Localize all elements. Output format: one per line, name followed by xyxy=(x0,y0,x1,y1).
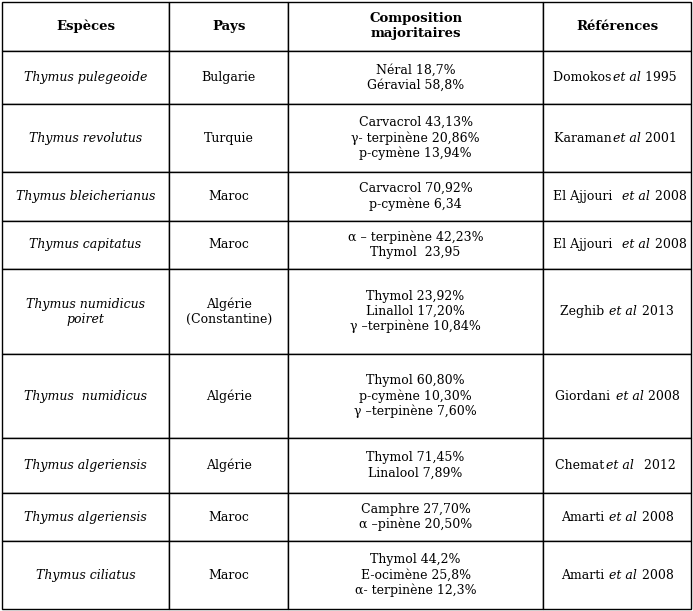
Text: Carvacrol 43,13%
γ- terpinène 20,86%
p-cymène 13,94%: Carvacrol 43,13% γ- terpinène 20,86% p-c… xyxy=(351,116,480,160)
Bar xyxy=(2,541,169,609)
Text: et al: et al xyxy=(606,459,634,472)
Bar xyxy=(288,354,543,438)
Bar xyxy=(288,438,543,492)
Text: et al: et al xyxy=(616,390,644,403)
Bar xyxy=(288,269,543,354)
Bar xyxy=(2,269,169,354)
Bar xyxy=(169,269,288,354)
Bar xyxy=(169,354,288,438)
Bar xyxy=(288,51,543,104)
Text: et al: et al xyxy=(609,305,638,318)
Text: Camphre 27,70%
α –pinène 20,50%: Camphre 27,70% α –pinène 20,50% xyxy=(359,503,472,532)
Bar xyxy=(169,221,288,269)
Bar xyxy=(2,104,169,172)
Text: El Ajjouri: El Ajjouri xyxy=(553,238,616,252)
Text: et al: et al xyxy=(613,71,640,84)
Text: Algérie
(Constantine): Algérie (Constantine) xyxy=(186,298,272,326)
Text: Turquie: Turquie xyxy=(204,131,254,145)
Bar xyxy=(288,492,543,541)
Bar xyxy=(2,221,169,269)
Bar xyxy=(543,104,691,172)
Text: El Ajjouri: El Ajjouri xyxy=(553,189,616,203)
Text: 2008: 2008 xyxy=(638,511,674,524)
Text: Zeghib: Zeghib xyxy=(561,305,608,318)
Text: Bulgarie: Bulgarie xyxy=(202,71,256,84)
Text: Références: Références xyxy=(576,20,658,33)
Bar xyxy=(169,172,288,221)
Bar xyxy=(543,438,691,492)
Text: Thymus pulegeoide: Thymus pulegeoide xyxy=(24,71,147,84)
Text: et al: et al xyxy=(622,189,650,203)
Text: Algérie: Algérie xyxy=(206,459,252,472)
Bar xyxy=(543,221,691,269)
Text: Domokos: Domokos xyxy=(553,71,615,84)
Text: Thymol 23,92%
Linallol 17,20%
γ –terpinène 10,84%: Thymol 23,92% Linallol 17,20% γ –terpinè… xyxy=(350,290,481,334)
Text: Giordani: Giordani xyxy=(555,390,614,403)
Bar xyxy=(543,51,691,104)
Text: 2008: 2008 xyxy=(651,189,687,203)
Text: Maroc: Maroc xyxy=(208,569,249,582)
Bar xyxy=(288,221,543,269)
Bar xyxy=(543,172,691,221)
Bar xyxy=(543,492,691,541)
Bar xyxy=(169,541,288,609)
Bar xyxy=(169,104,288,172)
Text: Thymus numidicus
poiret: Thymus numidicus poiret xyxy=(26,298,145,326)
Text: Thymus algeriensis: Thymus algeriensis xyxy=(24,511,147,524)
Text: Carvacrol 70,92%
p-cymène 6,34: Carvacrol 70,92% p-cymène 6,34 xyxy=(359,182,473,211)
Text: Maroc: Maroc xyxy=(208,238,249,252)
Text: Néral 18,7%
Géravial 58,8%: Néral 18,7% Géravial 58,8% xyxy=(367,64,464,92)
Bar xyxy=(543,269,691,354)
Bar xyxy=(543,2,691,51)
Bar xyxy=(2,172,169,221)
Text: Maroc: Maroc xyxy=(208,511,249,524)
Text: Espèces: Espèces xyxy=(56,20,115,33)
Bar xyxy=(288,172,543,221)
Text: Pays: Pays xyxy=(212,20,245,33)
Text: 2013: 2013 xyxy=(638,305,674,318)
Text: et al: et al xyxy=(609,569,638,582)
Bar xyxy=(169,2,288,51)
Text: Composition
majoritaires: Composition majoritaires xyxy=(369,12,462,40)
Text: 2008: 2008 xyxy=(644,390,681,403)
Bar xyxy=(2,354,169,438)
Bar xyxy=(288,2,543,51)
Text: et al: et al xyxy=(613,131,640,145)
Text: Thymus revolutus: Thymus revolutus xyxy=(29,131,142,145)
Text: Maroc: Maroc xyxy=(208,189,249,203)
Text: Thymol 71,45%
Linalool 7,89%: Thymol 71,45% Linalool 7,89% xyxy=(367,452,465,480)
Text: Algérie: Algérie xyxy=(206,389,252,403)
Text: Thymol 60,80%
p-cymène 10,30%
γ –terpinène 7,60%: Thymol 60,80% p-cymène 10,30% γ –terpinè… xyxy=(354,374,477,418)
Bar xyxy=(2,51,169,104)
Text: Thymus ciliatus: Thymus ciliatus xyxy=(36,569,135,582)
Bar xyxy=(543,354,691,438)
Bar xyxy=(288,104,543,172)
Text: Chemat: Chemat xyxy=(554,459,608,472)
Text: 1995: 1995 xyxy=(641,71,677,84)
Text: 2012: 2012 xyxy=(636,459,676,472)
Text: et al: et al xyxy=(609,511,638,524)
Text: Karaman: Karaman xyxy=(554,131,615,145)
Text: α – terpinène 42,23%
Thymol  23,95: α – terpinène 42,23% Thymol 23,95 xyxy=(348,231,484,259)
Text: Amarti: Amarti xyxy=(561,511,608,524)
Text: Thymol 44,2%
E-ocimène 25,8%
α- terpinène 12,3%: Thymol 44,2% E-ocimène 25,8% α- terpinèn… xyxy=(355,554,476,597)
Bar xyxy=(2,2,169,51)
Text: Thymus capitatus: Thymus capitatus xyxy=(30,238,141,252)
Text: Thymus algeriensis: Thymus algeriensis xyxy=(24,459,147,472)
Bar xyxy=(2,438,169,492)
Bar xyxy=(169,51,288,104)
Bar xyxy=(288,541,543,609)
Bar xyxy=(169,492,288,541)
Bar xyxy=(2,492,169,541)
Text: Amarti: Amarti xyxy=(561,569,608,582)
Text: Thymus bleicherianus: Thymus bleicherianus xyxy=(16,189,155,203)
Text: Thymus  numidicus: Thymus numidicus xyxy=(24,390,147,403)
Bar xyxy=(543,541,691,609)
Text: 2008: 2008 xyxy=(638,569,674,582)
Text: 2001: 2001 xyxy=(641,131,677,145)
Text: 2008: 2008 xyxy=(651,238,687,252)
Bar xyxy=(169,438,288,492)
Text: et al: et al xyxy=(622,238,650,252)
